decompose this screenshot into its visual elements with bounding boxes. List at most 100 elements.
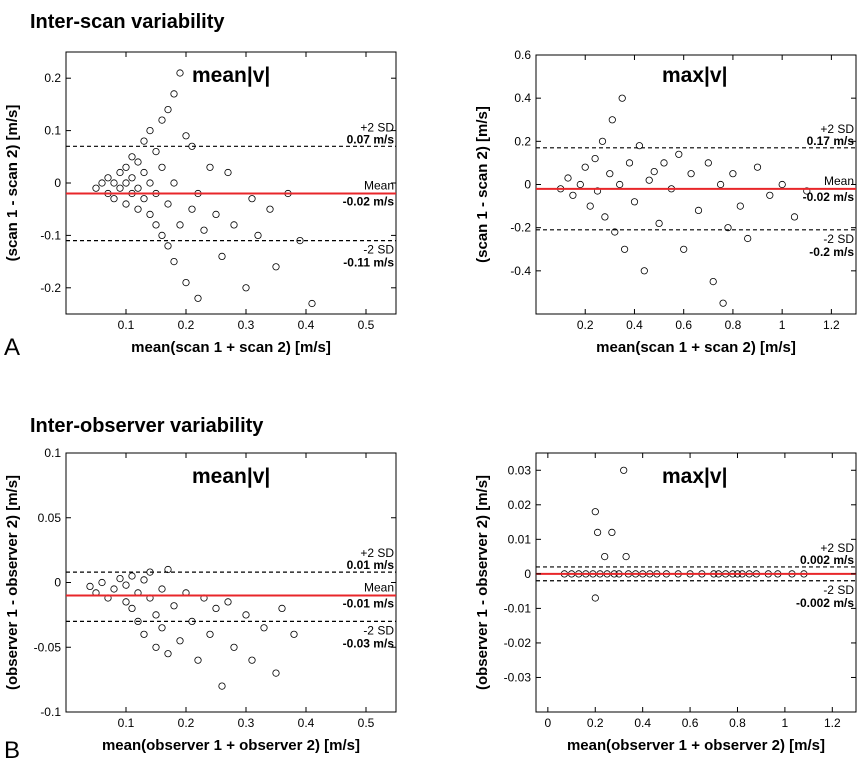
data-point xyxy=(182,132,190,140)
x-tick-label: 0.5 xyxy=(358,716,375,730)
data-point xyxy=(248,195,256,203)
data-point xyxy=(591,155,599,163)
data-point xyxy=(645,176,653,184)
x-tick-label: 0.2 xyxy=(577,318,594,332)
upper-sd-value: 0.07 m/s xyxy=(347,132,395,146)
data-point xyxy=(182,278,190,287)
data-point xyxy=(140,195,148,203)
data-point xyxy=(719,299,727,307)
data-point xyxy=(616,180,624,189)
section-a-title: Inter-scan variability xyxy=(30,11,225,33)
data-point xyxy=(640,267,648,275)
upper-sd-label: +2 SD xyxy=(820,122,854,136)
data-points xyxy=(556,94,811,307)
y-tick-label: 0 xyxy=(54,176,61,190)
x-tick-label: 0.3 xyxy=(238,716,255,730)
x-tick-label: 1 xyxy=(782,716,789,730)
y-tick-label: 0 xyxy=(54,576,61,590)
y-axis-label: (observer 1 - observer 2) [m/s] xyxy=(4,475,21,690)
data-point xyxy=(230,221,238,229)
data-point xyxy=(194,294,202,302)
section-b-title: Inter-observer variability xyxy=(30,415,264,437)
data-point xyxy=(110,179,118,187)
data-point xyxy=(576,180,584,189)
y-tick-label: -0.02 xyxy=(504,636,532,650)
y-tick-label: 0.4 xyxy=(514,91,531,105)
data-point xyxy=(230,643,238,651)
data-point xyxy=(608,528,616,537)
data-point xyxy=(766,191,774,199)
data-point xyxy=(164,106,172,114)
y-tick-label: -0.2 xyxy=(510,221,531,235)
data-point xyxy=(593,528,602,537)
data-point xyxy=(622,552,630,561)
data-point xyxy=(128,153,136,161)
data-point xyxy=(248,656,256,664)
data-point xyxy=(224,598,232,606)
data-point xyxy=(98,179,106,187)
x-tick-label: 0.4 xyxy=(298,318,315,332)
y-axis-label: (observer 1 - observer 2) [m/s] xyxy=(474,475,491,690)
data-points xyxy=(92,69,316,308)
x-tick-label: 0.1 xyxy=(118,318,135,332)
data-point xyxy=(218,252,226,260)
data-point xyxy=(128,174,136,182)
data-point xyxy=(266,205,274,213)
x-tick-label: 0 xyxy=(545,716,552,730)
mean-label: Mean xyxy=(364,178,394,192)
x-tick-label: 0.5 xyxy=(358,318,375,332)
plot-title: mean|v| xyxy=(192,64,270,87)
lower-sd-label: -2 SD xyxy=(363,623,394,637)
data-point xyxy=(278,604,286,613)
data-point xyxy=(164,650,172,658)
plot-1: 0.1 0.2 0.3 0.4 0.5 -0.2 -0.1 0 0.1 0.2 +2 SD0.07 … xyxy=(4,51,397,356)
data-point xyxy=(146,127,154,135)
data-point xyxy=(290,630,298,638)
y-tick-label: -0.1 xyxy=(40,228,61,242)
data-point xyxy=(272,669,280,677)
data-point xyxy=(194,656,202,664)
y-tick-label: -0.4 xyxy=(510,264,531,278)
data-point xyxy=(116,168,124,177)
data-point xyxy=(122,581,130,589)
data-point xyxy=(176,637,184,645)
upper-sd-value: 0.01 m/s xyxy=(347,558,395,572)
data-point xyxy=(176,221,184,229)
data-point xyxy=(687,170,695,178)
data-point xyxy=(104,174,112,182)
data-point xyxy=(591,594,599,602)
mean-label: Mean xyxy=(364,580,394,594)
lower-sd-value: -0.11 m/s xyxy=(343,256,394,270)
y-tick-label: 0.2 xyxy=(514,134,531,148)
data-point xyxy=(140,168,148,177)
data-point xyxy=(601,552,609,561)
data-point xyxy=(170,602,178,610)
plot-frame xyxy=(535,54,857,315)
plots-container: 0.1 0.2 0.3 0.4 0.5-0.2-0.100.10.2+2 SD0.07 … xyxy=(4,48,857,754)
data-point xyxy=(134,158,142,166)
y-tick-label: -0.01 xyxy=(504,601,532,615)
x-tick-label: 0.2 xyxy=(178,716,195,730)
data-point xyxy=(158,116,166,124)
data-point xyxy=(620,245,629,253)
x-tick-label: 1.2 xyxy=(824,716,841,730)
data-point xyxy=(164,242,172,250)
data-point xyxy=(593,187,602,195)
data-point xyxy=(158,624,166,632)
lower-sd-value: -0.2 m/s xyxy=(809,245,854,259)
data-point xyxy=(635,142,644,150)
data-point xyxy=(620,466,628,474)
y-tick-label: 0.03 xyxy=(508,463,532,477)
data-point xyxy=(212,604,220,613)
data-point xyxy=(650,168,658,176)
data-point xyxy=(176,69,184,77)
data-point xyxy=(158,585,166,593)
data-point xyxy=(242,284,250,292)
plot-frame xyxy=(65,51,397,315)
data-point xyxy=(152,148,160,156)
data-point xyxy=(206,163,214,171)
x-tick-label: 0.8 xyxy=(729,716,746,730)
plot-title: mean|v| xyxy=(192,465,270,488)
data-point xyxy=(128,604,136,613)
